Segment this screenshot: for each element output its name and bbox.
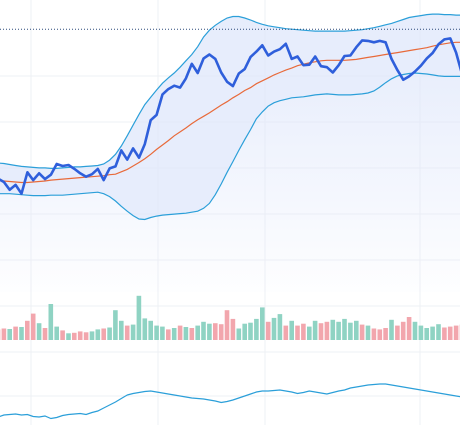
volume-bar [113,310,118,340]
volume-bar [142,318,148,340]
volume-bar [371,328,377,340]
volume-bar [60,330,65,340]
volume-bar [177,325,183,340]
volume-bar [201,321,206,340]
volume-bar [236,328,242,340]
volume-bar [330,319,336,340]
volume-bar [389,319,394,340]
volume-bar [77,331,83,340]
volume-bar [213,323,218,340]
volume-panel [0,295,460,340]
volume-bar [195,325,200,340]
volume-bar [453,325,459,340]
volume-bar [400,321,406,340]
volume-bar [224,310,230,340]
price-line [0,37,460,195]
volume-bar [395,325,400,340]
volume-bar [436,324,441,340]
volume-bar [447,326,453,340]
volume-bar [307,326,312,340]
volume-bar [101,328,106,340]
indicator-line [0,383,460,420]
volume-bar [359,324,365,340]
volume-bar [424,328,429,340]
volume-bar [171,328,177,340]
volume-bar [312,320,318,340]
volume-bar [89,331,95,340]
indicator-panel [0,383,460,420]
volume-bar [324,321,330,340]
volume-bar [365,325,371,340]
volume-bar [83,332,89,340]
moving-average-line [0,41,460,184]
volume-bar [48,304,54,340]
volume-bar [318,323,324,340]
volume-bar [19,327,24,340]
volume-bar [136,295,142,340]
volume-bar [242,323,247,340]
volume-bar [295,325,300,340]
volume-bar [277,314,283,340]
volume-bar [301,323,306,340]
price-series [0,37,460,195]
volume-bar [13,326,18,340]
volume-bar [119,320,124,340]
volume-bar [218,324,224,340]
band-fill [0,14,460,220]
volume-bar [154,325,159,340]
volume-bar [442,327,447,340]
volume-bar [189,328,195,340]
volume-bar [95,329,101,340]
volume-bar [348,322,353,340]
volume-bar [160,326,165,340]
volume-bar [72,332,77,340]
volume-bar [406,317,412,340]
volume-bar [36,323,42,340]
moving-average [0,41,460,184]
volume-bar [412,321,418,340]
volume-bar [183,327,189,340]
volume-bar [66,333,71,340]
volume-bar [30,313,36,340]
area-fill [0,73,460,292]
volume-bar [336,321,341,340]
volume-bar [124,325,130,340]
volume-bar [207,323,212,340]
volume-bar [148,320,153,340]
volume-bar [54,326,59,340]
volume-bar [283,325,289,340]
volume-bar [354,320,359,340]
volume-bar [418,325,424,340]
volume-bar [230,318,236,340]
volume-bar [1,328,7,340]
volume-bar [271,317,277,340]
volume-bar [7,329,12,340]
volume-bar [130,324,136,340]
volume-bar [42,328,48,340]
volume-bar [166,329,171,340]
lower-band-line [0,72,460,221]
volume-bar [289,320,294,340]
upper-band-line [0,13,460,169]
volume-bar [265,321,271,340]
volume-bar [342,318,347,340]
bollinger-bands [0,13,460,292]
volume-bar [383,328,388,340]
volume-bar [377,329,383,340]
volume-bar [254,318,259,340]
volume-bar [107,327,112,340]
volume-bar [430,326,435,340]
volume-bar [25,320,30,340]
volume-bar [248,322,253,340]
volume-bar [260,307,265,340]
